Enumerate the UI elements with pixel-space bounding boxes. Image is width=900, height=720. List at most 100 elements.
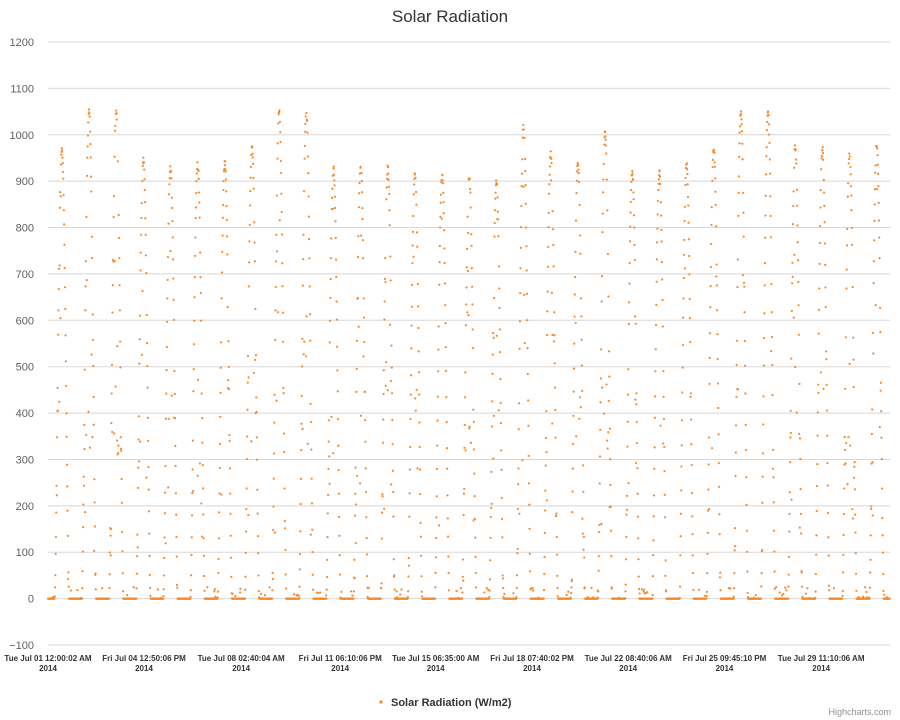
y-tick-label: 400: [16, 408, 34, 420]
data-point: [271, 589, 274, 592]
data-point: [219, 391, 222, 394]
data-point: [89, 130, 92, 133]
data-point: [257, 574, 260, 577]
data-point: [171, 258, 175, 261]
data-point: [400, 588, 403, 591]
data-point: [844, 462, 847, 465]
data-point: [170, 196, 174, 199]
data-point: [516, 547, 519, 550]
data-point: [135, 597, 138, 600]
data-point: [734, 451, 737, 454]
data-point: [226, 253, 229, 256]
data-point: [495, 334, 498, 337]
legend-label[interactable]: Solar Radiation (W/m2): [391, 697, 512, 709]
data-point: [447, 589, 451, 592]
data-point: [554, 408, 557, 412]
data-point: [688, 254, 691, 258]
data-point: [434, 571, 437, 574]
data-point: [708, 356, 711, 359]
data-point: [879, 330, 882, 334]
data-point: [767, 113, 770, 117]
data-point: [868, 597, 871, 600]
data-point: [437, 524, 441, 527]
data-point: [714, 203, 717, 207]
data-point: [251, 152, 254, 155]
data-point: [796, 204, 799, 207]
data-point: [117, 236, 121, 240]
data-point: [173, 392, 176, 396]
data-point: [328, 482, 331, 485]
data-point: [245, 507, 248, 511]
data-point: [144, 217, 147, 220]
data-point: [604, 138, 607, 141]
data-point: [193, 276, 196, 279]
data-point: [113, 432, 116, 435]
data-point: [167, 417, 170, 420]
data-point: [109, 534, 112, 537]
data-point: [706, 509, 710, 512]
data-point: [199, 251, 202, 254]
data-point: [469, 191, 472, 194]
data-point: [459, 587, 463, 590]
data-point: [853, 461, 856, 464]
data-point: [494, 191, 497, 194]
legend[interactable]: Solar Radiation (W/m2): [379, 697, 512, 709]
data-point: [711, 158, 714, 161]
data-point: [768, 141, 771, 144]
data-point: [790, 357, 793, 360]
data-point: [387, 172, 390, 175]
data-point: [434, 586, 437, 589]
data-point: [58, 206, 61, 209]
data-point: [90, 353, 93, 356]
data-point: [355, 390, 358, 393]
data-point: [284, 527, 287, 530]
data-point: [600, 522, 603, 525]
data-point: [707, 463, 710, 466]
data-point: [358, 172, 361, 175]
data-point: [718, 576, 722, 579]
data-point: [202, 513, 205, 516]
data-point: [276, 250, 279, 253]
data-point: [516, 574, 519, 577]
data-point: [879, 389, 882, 392]
data-point: [163, 512, 166, 515]
data-point: [763, 261, 767, 265]
data-point: [195, 180, 198, 183]
data-point: [363, 390, 366, 393]
data-point: [149, 586, 152, 589]
data-point: [59, 195, 62, 198]
data-point: [246, 408, 249, 411]
data-point: [661, 325, 664, 328]
data-point: [274, 260, 278, 263]
data-point: [875, 187, 879, 191]
data-point: [871, 514, 874, 517]
credits-link[interactable]: Highcharts.com: [828, 707, 891, 717]
data-point: [690, 463, 693, 467]
data-point: [174, 444, 177, 448]
x-tick-year: 2014: [427, 664, 445, 673]
data-point: [637, 575, 640, 578]
data-point: [360, 191, 364, 194]
data-point: [544, 436, 548, 440]
data-point: [87, 108, 91, 111]
data-point: [464, 371, 467, 374]
data-point: [437, 370, 440, 373]
data-point: [531, 587, 534, 590]
data-point: [717, 406, 720, 410]
data-point: [471, 328, 474, 331]
x-tick-year: 2014: [331, 664, 349, 673]
data-point: [515, 586, 518, 589]
data-point: [253, 221, 256, 224]
data-point: [334, 220, 337, 223]
data-point: [609, 483, 612, 486]
data-point: [277, 122, 280, 125]
data-point: [824, 263, 827, 266]
data-point: [736, 286, 739, 289]
data-point: [248, 223, 251, 226]
data-point: [385, 198, 388, 201]
data-point: [143, 178, 146, 181]
data-point: [121, 572, 124, 575]
data-point: [843, 448, 847, 452]
data-point: [794, 148, 797, 151]
